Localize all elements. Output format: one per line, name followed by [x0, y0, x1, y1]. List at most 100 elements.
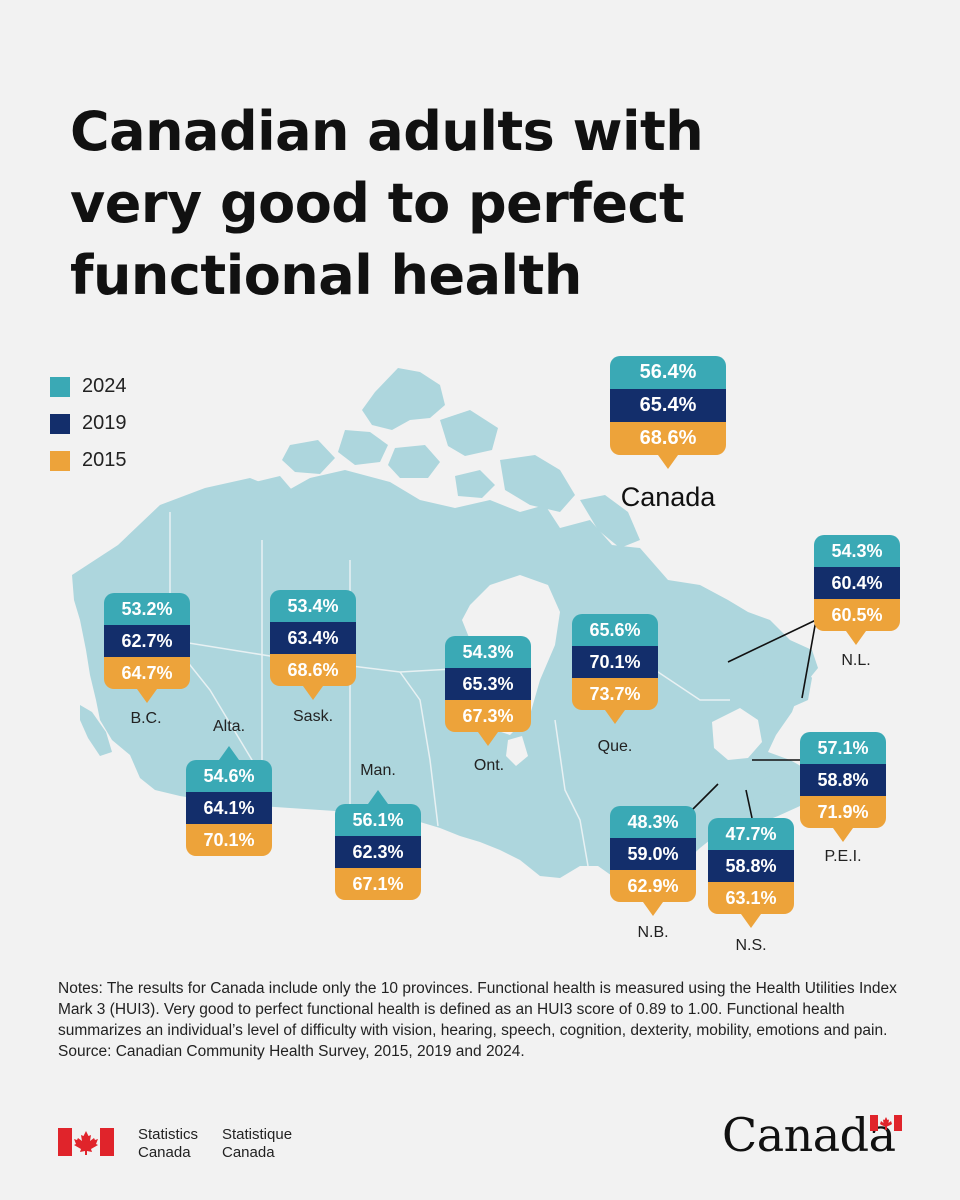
callout-ns: 47.7% 58.8% 63.1%: [708, 818, 794, 914]
callout-ont: 54.3% 65.3% 67.3%: [445, 636, 531, 732]
ns-2024-value: 47.7%: [708, 818, 794, 850]
pei-2024-value: 57.1%: [800, 732, 886, 764]
callout-que: 65.6% 70.1% 73.7%: [572, 614, 658, 710]
sask-2024-value: 53.4%: [270, 590, 356, 622]
bc-2019-value: 62.7%: [104, 625, 190, 657]
map-pei: [745, 770, 770, 782]
nl-2024-value: 54.3%: [814, 535, 900, 567]
legend-swatch-2019: [50, 413, 70, 434]
man-label: Man.: [360, 762, 396, 779]
map-arctic-island-6: [500, 455, 575, 512]
man-2019-value: 62.3%: [335, 836, 421, 868]
ont-2024-value: 54.3%: [445, 636, 531, 668]
alta-2024-value: 54.6%: [186, 760, 272, 792]
leader-nl-island: [801, 619, 817, 699]
legend-swatch-2024: [50, 376, 70, 397]
agency-fr-line2: Canada: [222, 1144, 275, 1161]
ns-label: N.S.: [735, 937, 767, 954]
callout-sask: 53.4% 63.4% 68.6%: [270, 590, 356, 686]
callout-ont-pointer: [478, 732, 498, 746]
canada-2015-value: 68.6%: [610, 422, 726, 455]
nb-2024-value: 48.3%: [610, 806, 696, 838]
callout-sask-pointer: [303, 686, 323, 700]
border-man-ont: [399, 671, 439, 827]
callout-bc: 53.2% 62.7% 64.7%: [104, 593, 190, 689]
map-newfoundland: [762, 652, 812, 708]
leader-ns: [745, 789, 753, 819]
alta-2019-value: 64.1%: [186, 792, 272, 824]
canada-2019-value: 65.4%: [610, 389, 726, 422]
man-2015-value: 67.1%: [335, 868, 421, 900]
map-arctic-island-3: [338, 430, 388, 465]
callout-nb-pointer: [643, 902, 663, 916]
sask-label: Sask.: [292, 708, 334, 725]
pei-2019-value: 58.8%: [800, 764, 886, 796]
callout-canada: 56.4% 65.4% 68.6%: [610, 356, 726, 455]
ont-label: Ont.: [473, 757, 505, 774]
bc-2024-value: 53.2%: [104, 593, 190, 625]
callout-que-pointer: [605, 710, 625, 724]
map-james-bay: [506, 736, 528, 766]
canada-flag-icon: [58, 1128, 114, 1156]
callout-pei-pointer: [833, 828, 853, 842]
map-arctic-island-8: [455, 470, 495, 498]
map-vancouver-island: [80, 705, 112, 756]
map-arctic-island-9: [580, 495, 640, 548]
map-nova-scotia: [732, 792, 786, 826]
agency-name-french: Statistique Canada: [222, 1126, 302, 1162]
map-gulf-st-lawrence: [712, 708, 762, 760]
nl-2015-value: 60.5%: [814, 599, 900, 631]
callout-ns-pointer: [741, 914, 761, 928]
pei-2015-value: 71.9%: [800, 796, 886, 828]
callout-nb: 48.3% 59.0% 62.9%: [610, 806, 696, 902]
ont-2019-value: 65.3%: [445, 668, 531, 700]
sask-2019-value: 63.4%: [270, 622, 356, 654]
agency-fr-line1: Statistique: [222, 1126, 293, 1143]
legend-item-2019: 2019: [50, 405, 127, 442]
bc-2015-value: 64.7%: [104, 657, 190, 689]
callout-man: 56.1% 62.3% 67.1%: [335, 804, 421, 900]
agency-en-line1: Statistics: [138, 1126, 199, 1143]
legend-label-2019: 2019: [82, 412, 127, 434]
callout-bc-pointer: [137, 689, 157, 703]
legend-swatch-2015: [50, 450, 70, 471]
legend-item-2024: 2024: [50, 368, 127, 405]
legend-item-2015: 2015: [50, 442, 127, 479]
canada-label: Canada: [620, 482, 716, 512]
border-que-lab: [639, 659, 730, 701]
ont-2015-value: 67.3%: [445, 700, 531, 732]
canada-wordmark: Canada: [722, 1108, 896, 1162]
ns-2015-value: 63.1%: [708, 882, 794, 914]
callout-canada-pointer: [658, 455, 678, 469]
callout-nl-pointer: [846, 631, 866, 645]
border-ont-que: [554, 719, 589, 867]
ns-2019-value: 58.8%: [708, 850, 794, 882]
map-arctic-island-1: [362, 368, 445, 430]
canada-2024-value: 56.4%: [610, 356, 726, 389]
callout-alta: 54.6% 64.1% 70.1%: [186, 760, 272, 856]
que-2024-value: 65.6%: [572, 614, 658, 646]
map-arctic-island-5: [388, 445, 440, 478]
nb-2015-value: 62.9%: [610, 870, 696, 902]
callout-alta-pointer: [219, 746, 239, 760]
que-label: Que.: [597, 738, 633, 755]
nl-label: N.L.: [841, 652, 871, 669]
notes: Notes: The results for Canada include on…: [58, 978, 918, 1062]
callout-pei: 57.1% 58.8% 71.9%: [800, 732, 886, 828]
map-arctic-island-4: [282, 440, 335, 474]
alta-2015-value: 70.1%: [186, 824, 272, 856]
alta-label: Alta.: [212, 718, 246, 735]
page-title: Canadian adults with very good to perfec…: [70, 96, 890, 312]
legend-label-2024: 2024: [82, 375, 127, 397]
agency-en-line2: Canada: [138, 1144, 191, 1161]
legend: 2024 2019 2015: [50, 368, 127, 479]
map-arctic-island-7: [255, 476, 292, 500]
pei-label: P.E.I.: [824, 848, 862, 865]
nb-2019-value: 59.0%: [610, 838, 696, 870]
notes-text: Notes: The results for Canada include on…: [58, 980, 897, 1039]
que-2019-value: 70.1%: [572, 646, 658, 678]
title-line-3: functional health: [70, 244, 582, 307]
sask-2015-value: 68.6%: [270, 654, 356, 686]
leader-nl-labrador: [727, 619, 817, 663]
man-2024-value: 56.1%: [335, 804, 421, 836]
